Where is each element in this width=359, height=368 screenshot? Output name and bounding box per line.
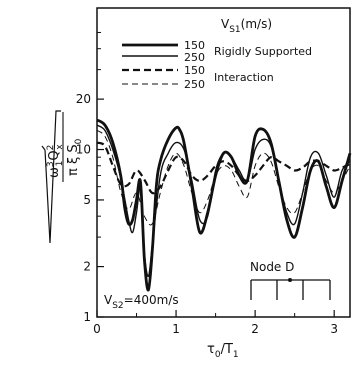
y-label-numerator: ω31Q2x — [46, 144, 65, 178]
y-label-denominator: π ξ S0 — [66, 138, 84, 176]
legend-group-rigid: Rigidly Supported — [214, 45, 312, 58]
x-axis-label: τ0/T1 — [207, 342, 239, 360]
y-axis: 1 2 5 10 20 — [76, 31, 104, 324]
x-tick-label: 0 — [93, 322, 101, 336]
legend-value-interaction-250: 250 — [184, 78, 205, 91]
plot-frame — [96, 7, 351, 318]
x-axis: 0 1 2 3 — [93, 310, 338, 336]
node-d-marker — [288, 278, 292, 282]
legend-value-interaction-150: 150 — [184, 64, 205, 77]
legend-group-interaction: Interaction — [214, 71, 274, 84]
series-line-solid-thick — [96, 118, 352, 292]
legend-value-rigid-250: 250 — [184, 51, 205, 64]
legend-value-rigid-150: 150 — [184, 39, 205, 52]
y-tick-label: 2 — [83, 260, 91, 274]
x-tick-label: 3 — [330, 322, 338, 336]
node-d-inset: Node D — [250, 260, 331, 300]
legend: VS1(m/s) 150 250 Rigidly Supported 150 2… — [122, 17, 312, 91]
series-line-dashed-thin — [96, 129, 351, 226]
node-d-label: Node D — [250, 260, 294, 274]
y-tick-label: 10 — [76, 143, 91, 157]
x-tick-label: 1 — [172, 322, 180, 336]
vs2-annotation: VS2=400m/s — [104, 293, 179, 311]
legend-title: VS1(m/s) — [221, 17, 272, 35]
y-axis-label: ω31Q2x π ξ S0 — [41, 110, 84, 244]
series-group — [96, 118, 352, 292]
y-tick-label: 5 — [83, 193, 91, 207]
y-tick-label: 20 — [76, 92, 91, 106]
y-label-radical — [41, 110, 61, 244]
series-line-dashed-thick — [96, 141, 351, 195]
x-tick-label: 2 — [251, 322, 259, 336]
y-tick-label: 1 — [83, 310, 91, 324]
